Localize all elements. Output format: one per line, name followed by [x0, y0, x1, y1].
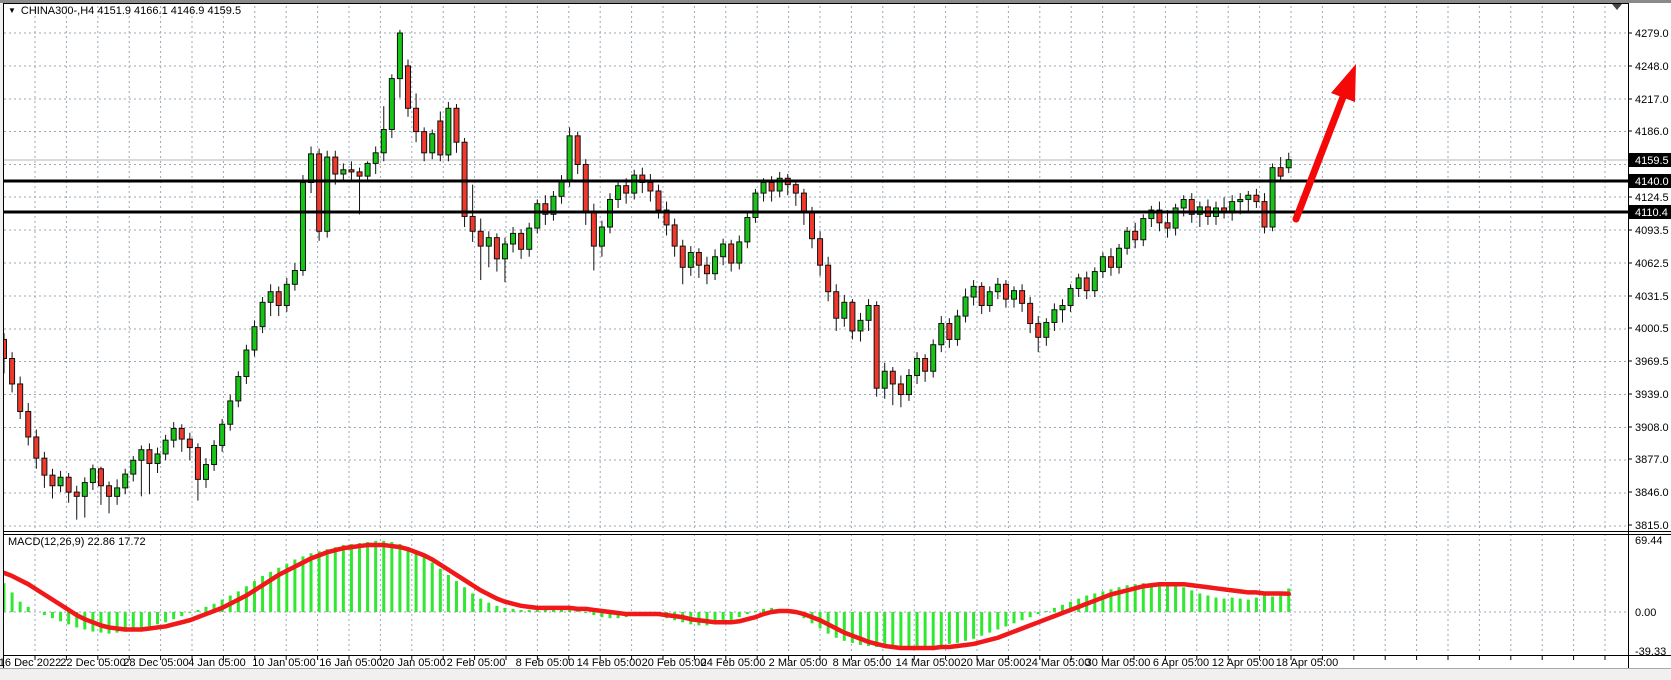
- svg-text:14 Feb 05:00: 14 Feb 05:00: [577, 657, 642, 669]
- svg-text:12 Apr 05:00: 12 Apr 05:00: [1212, 657, 1274, 669]
- chart-shift-marker[interactable]: [1612, 4, 1622, 10]
- svg-text:4217.0: 4217.0: [1635, 94, 1669, 106]
- svg-text:4140.0: 4140.0: [1635, 176, 1669, 188]
- svg-text:3969.5: 3969.5: [1635, 356, 1669, 368]
- symbol-header: ▼ CHINA300-,H4 4151.9 4166.1 4146.9 4159.…: [8, 5, 241, 17]
- svg-text:-39.33: -39.33: [1635, 646, 1666, 658]
- svg-text:20 Feb 05:00: 20 Feb 05:00: [642, 657, 707, 669]
- svg-text:3815.0: 3815.0: [1635, 520, 1669, 532]
- svg-text:4279.0: 4279.0: [1635, 28, 1669, 40]
- svg-text:8 Mar 05:00: 8 Mar 05:00: [833, 657, 892, 669]
- svg-text:3846.0: 3846.0: [1635, 487, 1669, 499]
- svg-text:4093.5: 4093.5: [1635, 225, 1669, 237]
- svg-text:3939.0: 3939.0: [1635, 389, 1669, 401]
- symbol-title: CHINA300-,H4: [20, 5, 95, 17]
- svg-text:4000.5: 4000.5: [1635, 323, 1669, 335]
- candlestick-series: [1, 29, 1292, 520]
- svg-text:20 Jan 05:00: 20 Jan 05:00: [382, 657, 446, 669]
- svg-text:3908.0: 3908.0: [1635, 422, 1669, 434]
- svg-text:4159.5: 4159.5: [1635, 155, 1669, 167]
- indicator-signal-value: 17.72: [118, 536, 146, 548]
- svg-text:4186.0: 4186.0: [1635, 126, 1669, 138]
- chevron-down-icon[interactable]: ▼: [8, 6, 16, 15]
- svg-text:0.00: 0.00: [1635, 607, 1656, 619]
- svg-text:4062.5: 4062.5: [1635, 258, 1669, 270]
- ohlc-values: 4151.9 4166.1 4146.9 4159.5: [97, 5, 242, 17]
- svg-text:4 Jan 05:00: 4 Jan 05:00: [188, 657, 246, 669]
- svg-text:18 Apr 05:00: 18 Apr 05:00: [1276, 657, 1338, 669]
- svg-text:4110.4: 4110.4: [1635, 207, 1668, 219]
- svg-text:16 Jan 05:00: 16 Jan 05:00: [319, 657, 383, 669]
- svg-text:14 Mar 05:00: 14 Mar 05:00: [896, 657, 961, 669]
- svg-text:4124.5: 4124.5: [1635, 192, 1669, 204]
- svg-text:16 Dec 2022: 16 Dec 2022: [0, 657, 61, 669]
- svg-text:3877.0: 3877.0: [1635, 454, 1669, 466]
- svg-text:4031.5: 4031.5: [1635, 291, 1669, 303]
- indicator-macd-value: 22.86: [87, 536, 116, 548]
- macd-indicator: [1, 540, 1291, 651]
- svg-text:10 Jan 05:00: 10 Jan 05:00: [252, 657, 316, 669]
- indicator-header: MACD(12,26,9) 22.86 17.72: [8, 536, 146, 548]
- svg-text:4248.0: 4248.0: [1635, 61, 1669, 73]
- svg-text:2 Feb 05:00: 2 Feb 05:00: [447, 657, 506, 669]
- svg-text:22 Dec 05:00: 22 Dec 05:00: [60, 657, 125, 669]
- price-axis[interactable]: 4279.0 4248.0 4217.0 4186.0 4124.5 4093.5 4062…: [1628, 28, 1671, 658]
- svg-text:20 Mar 05:00: 20 Mar 05:00: [961, 657, 1026, 669]
- svg-text:2 Mar 05:00: 2 Mar 05:00: [769, 657, 828, 669]
- svg-text:6 Apr 05:00: 6 Apr 05:00: [1153, 657, 1209, 669]
- svg-text:30 Mar 05:00: 30 Mar 05:00: [1086, 657, 1151, 669]
- svg-text:69.44: 69.44: [1635, 535, 1663, 547]
- grid-lines: [4, 6, 1628, 654]
- svg-text:28 Dec 05:00: 28 Dec 05:00: [123, 657, 188, 669]
- indicator-label: MACD(12,26,9): [8, 536, 85, 548]
- trend-arrow[interactable]: [1292, 64, 1356, 223]
- horizontal-line-objects[interactable]: [4, 179, 1628, 214]
- svg-text:8 Feb 05:00: 8 Feb 05:00: [516, 657, 575, 669]
- svg-text:24 Mar 05:00: 24 Mar 05:00: [1026, 657, 1091, 669]
- svg-text:24 Feb 05:00: 24 Feb 05:00: [701, 657, 766, 669]
